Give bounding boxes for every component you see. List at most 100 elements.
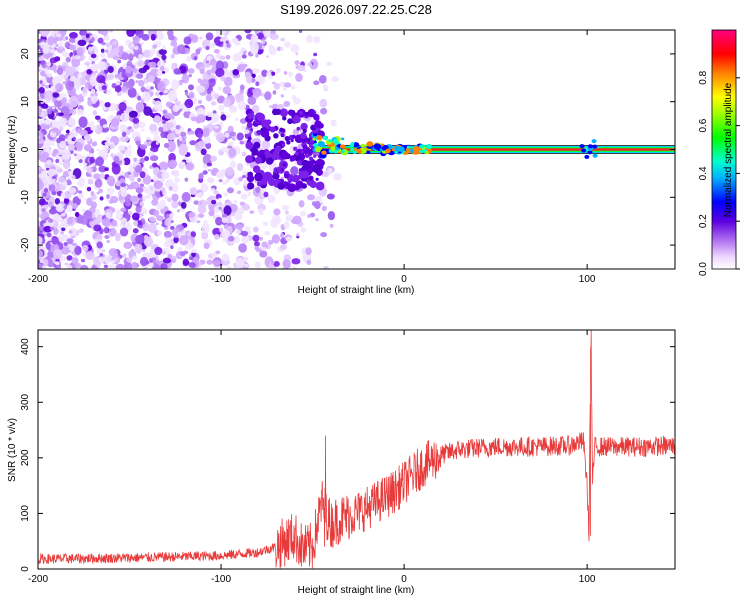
spectrogram-cell: [68, 187, 77, 194]
spectrogram-cell: [166, 140, 176, 153]
spectrogram-cell: [148, 216, 156, 223]
spectrogram-cell: [60, 246, 70, 255]
spectrogram-cell: [308, 161, 314, 167]
spectrogram-cell: [258, 187, 267, 194]
spectrogram-cell: [106, 175, 116, 186]
snr-x-ticks: -200 -100 0 100: [28, 330, 596, 585]
spectrogram-cell: [178, 79, 183, 86]
spectrogram-cell: [197, 99, 203, 104]
spectrogram-cell: [89, 74, 99, 87]
spectrogram-cell: [184, 98, 194, 109]
spectrogram-cell: [78, 228, 84, 233]
spectrogram-cell: [73, 77, 82, 89]
spectrogram-cell: [139, 171, 146, 179]
spectrogram-cell: [252, 234, 260, 242]
carrier-spot: [425, 144, 433, 150]
spectrogram-cell: [57, 216, 63, 223]
spectrogram-cell: [306, 34, 313, 43]
spectrogram-cell: [90, 95, 99, 103]
spectrogram-cell: [205, 45, 210, 51]
spectrogram-cell: [145, 194, 151, 199]
spectrogram-cell: [184, 266, 189, 269]
spectrogram-cell: [43, 223, 47, 228]
carrier-spot: [406, 145, 411, 149]
spectrogram-cell: [107, 66, 114, 73]
spectrogram-cell: [144, 155, 150, 162]
spectrogram-cell: [207, 73, 215, 80]
spectrogram-cell: [207, 169, 212, 172]
spectrogram-cell: [247, 184, 252, 190]
spectrogram-cell: [140, 128, 145, 132]
spectrogram-cell: [229, 141, 234, 147]
spectrogram-cell: [104, 141, 111, 146]
spectrogram-cell: [170, 127, 175, 132]
spectrogram-cell: [313, 113, 320, 121]
spectrogram-cell: [269, 126, 276, 133]
spectrogram-cell: [283, 82, 292, 88]
spectrogram-cell: [301, 183, 308, 189]
spectrogram-x-tick-label: 100: [579, 274, 596, 285]
spectrogram-cell: [156, 215, 164, 222]
spectrogram-cell: [261, 40, 266, 45]
spectrogram-cell: [305, 247, 312, 256]
spectrogram-cell: [106, 194, 110, 199]
spectrogram-cell: [75, 211, 80, 218]
spectrogram-cell: [291, 110, 296, 115]
spectrogram-cell: [197, 132, 203, 139]
spectrogram-cell: [331, 76, 339, 83]
spectrogram-cell: [245, 225, 251, 233]
spectrogram-cell: [124, 149, 133, 157]
spectrogram-cell: [223, 205, 232, 216]
spectrogram-cell: [172, 169, 180, 178]
spectrogram-cell: [105, 136, 110, 142]
spectrogram-cell: [147, 75, 156, 83]
spectrogram-cell: [58, 161, 64, 166]
spectrogram-cell: [277, 46, 282, 52]
spectrogram-cell: [74, 245, 82, 255]
spectrogram-cell: [179, 235, 189, 246]
spectrogram-cell: [261, 129, 270, 138]
spectrogram-cell: [313, 80, 320, 86]
spectrogram-cell: [323, 266, 329, 269]
spectrogram-cell: [170, 245, 174, 250]
spectrogram-cell: [80, 264, 89, 269]
spectrogram-cell: [38, 87, 45, 94]
spectrogram-cell: [204, 127, 210, 135]
spectrogram-cell: [241, 54, 247, 59]
spectrogram-cell: [306, 259, 312, 266]
spectrogram-cell: [221, 253, 230, 262]
spectrogram-cell: [134, 243, 143, 253]
spectrogram-cell: [333, 173, 342, 181]
spectrogram-cell: [203, 220, 208, 225]
spectrogram-cell: [210, 168, 217, 176]
spectrogram-cell: [247, 96, 257, 105]
spectrogram-cell: [44, 201, 49, 205]
spectrogram-cell: [121, 52, 129, 61]
spectrogram-cell: [141, 33, 150, 41]
spectrogram-cell: [259, 211, 264, 216]
spectrogram-cell: [206, 199, 212, 206]
spectrogram-cell: [38, 56, 44, 62]
spectrogram-cell: [126, 30, 136, 38]
spectrogram-cell: [132, 35, 140, 45]
spectrogram-cell: [290, 139, 294, 143]
spectrogram-cell: [241, 125, 247, 130]
spectrogram-cell: [77, 192, 84, 200]
spectrogram-cell: [38, 213, 41, 218]
spectrogram-cell: [235, 117, 239, 122]
spectrogram-cell: [111, 117, 120, 128]
carrier-spot: [413, 150, 419, 155]
spectrogram-cell: [213, 190, 219, 195]
spectrogram-cell: [68, 117, 76, 126]
spectrogram-y-tick-label: 0: [20, 146, 31, 152]
spectrogram-cell: [151, 199, 159, 206]
snr-y-label: SNR (10 * v/v): [7, 418, 18, 482]
spectrogram-cell: [150, 155, 159, 162]
spectrogram-cell: [120, 199, 125, 204]
spectrogram-cell: [106, 73, 115, 80]
spectrogram-cell: [254, 30, 260, 35]
spectrogram-cell: [271, 234, 281, 244]
spectrogram-cell: [268, 45, 277, 56]
spectrogram-cell: [256, 112, 266, 122]
spectrogram-cell: [284, 135, 290, 142]
